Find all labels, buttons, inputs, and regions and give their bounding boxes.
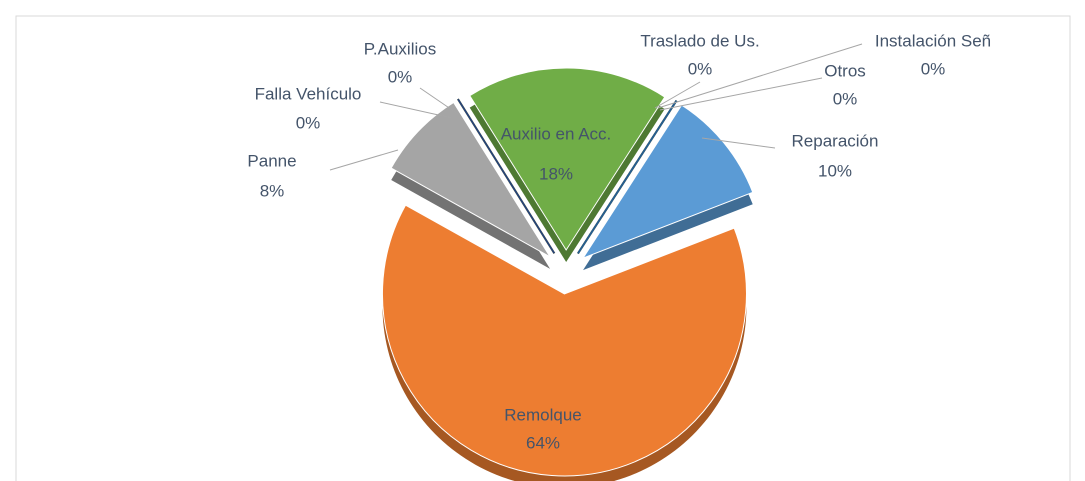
slice-label: Falla Vehículo	[255, 84, 362, 103]
value-label: 64%	[526, 433, 560, 452]
leader-line	[379, 101, 453, 119]
slice-label: Otros	[824, 61, 866, 80]
slice-label: Instalación Señ	[875, 31, 991, 50]
slice-label: Reparación	[792, 131, 879, 150]
slice	[390, 101, 551, 258]
slice-label: Auxilio en Acc.	[501, 124, 612, 143]
value-label: 0%	[833, 89, 858, 108]
value-label: 8%	[260, 181, 285, 200]
slice-label: Traslado de Us.	[640, 31, 759, 50]
value-label: 10%	[818, 161, 852, 180]
slice-label: P.Auxilios	[364, 39, 436, 58]
value-label: 18%	[539, 164, 573, 183]
leader-line	[654, 81, 701, 109]
value-label: 0%	[921, 59, 946, 78]
leader-line	[701, 137, 776, 149]
value-label: 0%	[688, 59, 713, 78]
slice	[581, 104, 754, 260]
slice	[382, 204, 747, 477]
leader-line	[659, 77, 823, 111]
value-label: 0%	[388, 67, 413, 86]
value-label: 0%	[296, 113, 321, 132]
slice	[457, 98, 556, 254]
slice-label: Remolque	[504, 405, 582, 424]
slice	[469, 67, 666, 251]
leader-line	[329, 149, 399, 171]
leader-line	[419, 87, 459, 115]
leader-line	[657, 43, 863, 109]
slice	[577, 99, 678, 255]
slice-label: Panne	[247, 151, 296, 170]
